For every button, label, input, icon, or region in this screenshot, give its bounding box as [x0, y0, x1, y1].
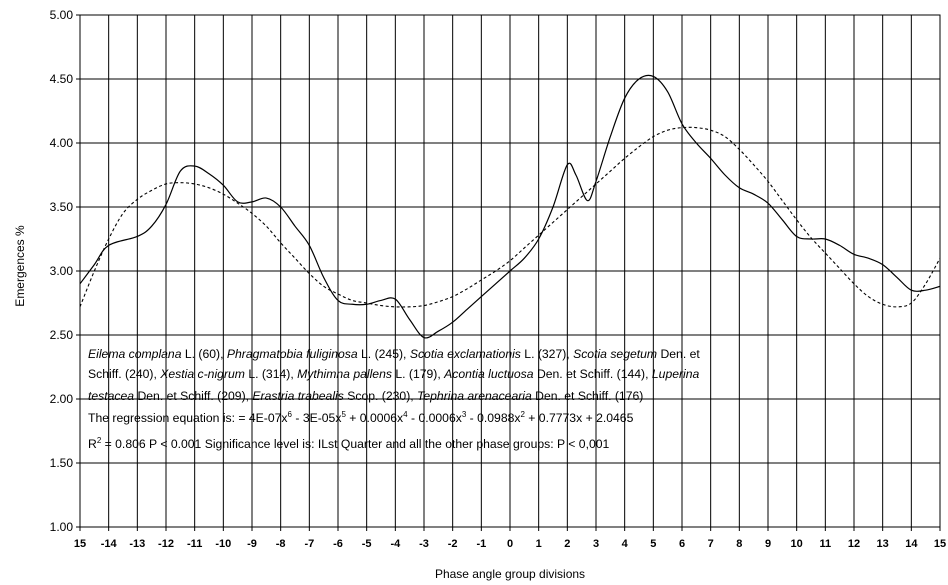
- x-tick-label: 9: [765, 538, 771, 550]
- equation-text: - 0.0006x: [407, 411, 462, 425]
- x-tick-label: 0: [507, 538, 513, 550]
- x-tick-label: 15: [934, 538, 946, 550]
- species-name: Luperina: [651, 367, 700, 381]
- exponent: 3: [461, 410, 467, 419]
- x-tick-label: 8: [736, 538, 742, 550]
- x-tick-label: -9: [247, 538, 257, 550]
- exponent: 6: [287, 410, 292, 419]
- y-tick-label: 4.00: [50, 136, 74, 150]
- species-name: Xestia c-nigrum: [160, 367, 245, 381]
- x-tick-label: 14: [905, 538, 918, 550]
- species-name: Erastria trabealis: [252, 389, 344, 403]
- equation-text: - 3E-05x: [291, 411, 342, 425]
- y-tick-label: 2.50: [50, 328, 74, 342]
- statistics-text: = 0.806 P < 0.001 Significance level is:…: [101, 437, 610, 451]
- x-tick-label: 5: [650, 538, 656, 550]
- x-tick-label: -11: [187, 538, 202, 550]
- y-tick-label: 4.50: [50, 72, 74, 86]
- y-tick-label: 3.00: [50, 264, 74, 278]
- author-text: L. (314),: [244, 367, 298, 381]
- species-name: Mythimna pallens: [297, 367, 392, 381]
- x-tick-label: -3: [419, 538, 429, 550]
- equation-text: + 0.0006x: [345, 411, 404, 425]
- x-tick-label: 11: [820, 538, 832, 550]
- species-name: Scotia segetum: [573, 347, 658, 361]
- x-tick-label: -2: [448, 538, 458, 550]
- x-tick-label: -8: [276, 538, 286, 550]
- species-name: Acontia luctuosa: [444, 367, 534, 381]
- author-text: Den. et Schiff. (176): [531, 389, 644, 403]
- y-tick-label: 5.00: [50, 8, 74, 22]
- species-name: Tephrina arenacearia: [417, 389, 532, 403]
- exponent: 2: [96, 436, 102, 445]
- author-text: L. (327),: [520, 347, 574, 361]
- x-tick-label: 2: [564, 538, 570, 550]
- y-tick-label: 3.50: [50, 200, 74, 214]
- x-tick-label: -6: [333, 538, 343, 550]
- regression-curve: [79, 126, 941, 308]
- x-axis-ticks: 15 -14 -13 -12 -11 -10 -9 -8 -7 -6 -5 -4 -3 -2 -1 0 1 2 3 4…: [74, 527, 946, 550]
- x-tick-label: -14: [101, 538, 118, 550]
- author-text: Den. et Schiff. (144),: [533, 367, 652, 381]
- x-axis-title: Phase angle group divisions: [435, 567, 585, 581]
- regression-equation: The regression equation is: = 4E-07x6 - …: [88, 410, 633, 427]
- equation-text: + 0.7773x + 2.0465: [524, 411, 634, 425]
- author-text: Den. et Schiff. (209),: [134, 389, 253, 403]
- species-name: Eilema complana: [88, 347, 182, 361]
- y-tick-label: 2.00: [50, 392, 74, 406]
- x-tick-label: 1: [536, 538, 542, 550]
- y-tick-label: 1.50: [50, 456, 74, 470]
- x-tick-label: 4: [622, 538, 629, 550]
- y-axis-ticks: 1.00 1.50 2.00 2.50 3.00 3.50 4.00 4.50 5.00: [50, 8, 80, 534]
- author-text: Schiff. (240),: [88, 367, 161, 381]
- species-name: Phragmatobia fuliginosa: [226, 347, 358, 361]
- x-tick-label: 12: [848, 538, 860, 550]
- x-tick-label: 10: [791, 538, 803, 550]
- author-text: L. (245),: [357, 347, 410, 361]
- equation-text: The regression equation is: = 4E-07x: [88, 411, 288, 425]
- x-tick-label: -4: [390, 538, 401, 550]
- x-tick-label: 3: [593, 538, 599, 550]
- x-tick-label: -13: [129, 538, 145, 550]
- x-tick-label: -7: [304, 538, 314, 550]
- annotation-line-2: Schiff. (240), Xestia c-nigrum L. (314),…: [88, 366, 699, 383]
- exponent: 2: [520, 410, 525, 419]
- x-tick-label: 7: [708, 538, 714, 550]
- y-tick-label: 1.00: [50, 520, 74, 534]
- x-tick-label: 15: [74, 538, 86, 550]
- author-text: Scop. (230),: [343, 389, 418, 403]
- x-tick-label: -10: [215, 538, 231, 550]
- statistics-line: R2 = 0.806 P < 0.001 Significance level …: [88, 436, 609, 453]
- x-tick-label: -1: [476, 538, 486, 550]
- series-group: [79, 74, 941, 339]
- exponent: 5: [341, 410, 346, 419]
- author-text: L. (60),: [181, 347, 227, 361]
- author-text: Den. et: [657, 347, 700, 361]
- species-name: testacea: [88, 389, 135, 403]
- emergence-curve: [79, 74, 941, 339]
- exponent: 4: [403, 410, 408, 419]
- r-squared-symbol: R: [88, 437, 97, 451]
- plot-frame: [79, 14, 941, 528]
- x-tick-label: -12: [158, 538, 174, 550]
- annotation-line-3: testacea Den. et Schiff. (209), Erastria…: [88, 388, 643, 405]
- species-name: Scotia exclamationis: [409, 347, 521, 361]
- author-text: L. (179),: [391, 367, 445, 381]
- annotation-line-1: Eilema complana L. (60), Phragmatobia fu…: [88, 346, 700, 363]
- equation-text: - 0.0988x: [466, 411, 521, 425]
- y-axis-title: Emergences %: [13, 225, 27, 307]
- x-tick-label: 13: [877, 538, 889, 550]
- x-tick-label: -5: [362, 538, 372, 550]
- x-tick-label: 6: [679, 538, 685, 550]
